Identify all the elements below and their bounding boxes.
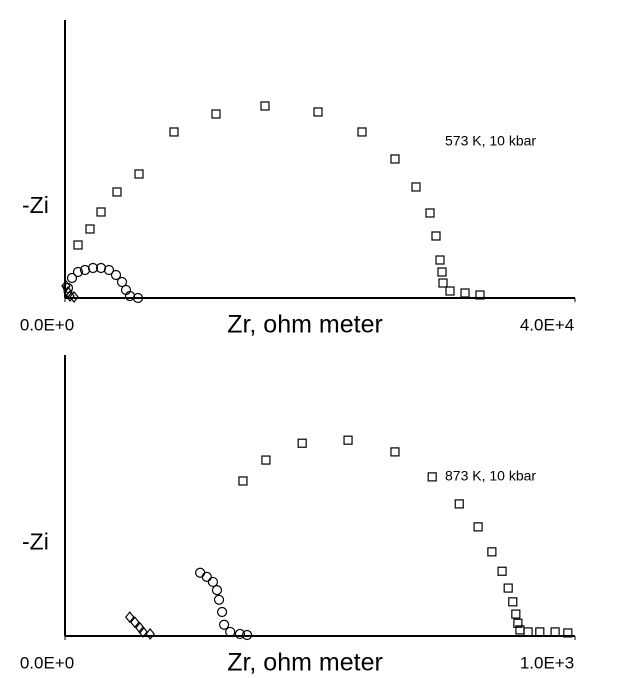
circle-point	[116, 276, 128, 288]
square-point	[487, 547, 497, 557]
circle-point	[124, 290, 136, 302]
diamond-point	[125, 611, 135, 624]
square-point	[411, 182, 421, 192]
square-point	[297, 438, 307, 448]
square-point	[460, 288, 470, 298]
circle-point	[132, 292, 144, 304]
circle-point	[95, 262, 107, 274]
square-point	[357, 127, 367, 137]
square-point	[523, 627, 533, 637]
square-point	[497, 566, 507, 576]
square-point	[73, 240, 83, 250]
square-point	[261, 455, 271, 465]
y-axis-label: -Zi	[22, 529, 49, 555]
square-point	[238, 476, 248, 486]
circle-point	[103, 264, 115, 276]
square-point	[563, 628, 573, 638]
square-point	[475, 290, 485, 300]
x-axis-label: Zr, ohm meter	[227, 649, 383, 677]
circle-point	[241, 629, 253, 641]
circle-point	[207, 576, 218, 588]
square-point	[511, 609, 521, 619]
x-tick-label: 1.0E+3	[520, 653, 574, 672]
circle-point	[234, 628, 246, 640]
circle-point	[213, 594, 225, 605]
square-point	[438, 278, 448, 288]
circle-point	[201, 571, 212, 582]
diamond-point	[63, 286, 73, 298]
annotation: 573 K, 10 kbar	[445, 133, 536, 149]
circle-point	[66, 272, 78, 284]
square-point	[473, 522, 483, 532]
x-tick-label: 4.0E+4	[520, 315, 574, 334]
square-point	[169, 127, 179, 137]
x-tick-label: 0.0E+0	[20, 653, 74, 672]
square-point	[134, 169, 144, 179]
annotation: 873 K, 10 kbar	[445, 468, 536, 484]
circle-point	[79, 264, 91, 276]
circle-point	[72, 266, 84, 278]
square-point	[96, 207, 106, 217]
square-point	[211, 109, 221, 119]
square-point	[427, 472, 437, 482]
diamond-point	[145, 627, 155, 640]
square-point	[550, 627, 560, 637]
square-point	[508, 597, 518, 607]
diamond-point	[138, 625, 148, 638]
square-point	[535, 627, 545, 637]
square-point	[503, 583, 513, 593]
square-point	[343, 435, 353, 445]
diamond-point	[61, 280, 71, 292]
square-point	[313, 107, 323, 117]
square-point	[435, 255, 445, 265]
y-axis-label: -Zi	[22, 192, 49, 218]
square-point	[390, 447, 400, 457]
x-axis-label: Zr, ohm meter	[227, 311, 383, 339]
circle-point	[195, 567, 206, 578]
square-point	[513, 618, 523, 628]
x-tick-label: 0.0E+0	[20, 315, 74, 334]
square-point	[390, 154, 400, 164]
diamond-point	[69, 291, 79, 303]
circle-point	[219, 619, 230, 630]
square-point	[437, 267, 447, 277]
circle-point	[225, 626, 236, 638]
diamond-point	[130, 616, 140, 629]
square-point	[445, 286, 455, 296]
square-point	[425, 208, 435, 218]
circle-point	[211, 585, 223, 596]
square-point	[431, 231, 441, 241]
circle-point	[216, 606, 228, 618]
square-point	[260, 101, 270, 111]
circle-point	[87, 262, 99, 274]
square-point	[85, 224, 95, 234]
circle-point	[110, 269, 122, 281]
square-point	[112, 187, 122, 197]
square-point	[454, 499, 464, 509]
